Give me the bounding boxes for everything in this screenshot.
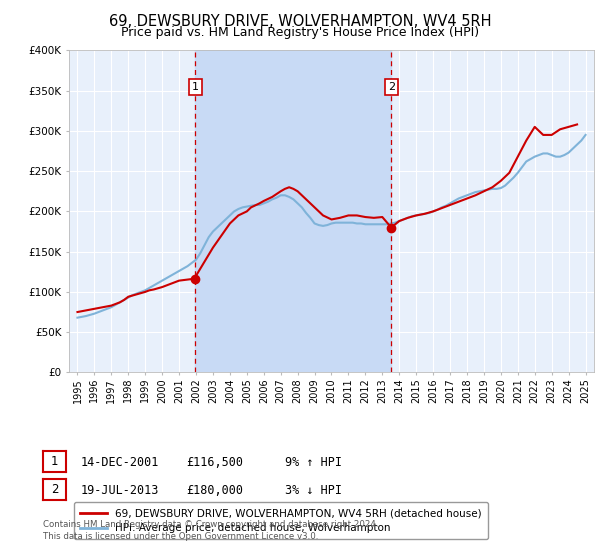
Text: £180,000: £180,000 <box>186 483 243 497</box>
Text: £116,500: £116,500 <box>186 455 243 469</box>
Text: 3% ↓ HPI: 3% ↓ HPI <box>285 483 342 497</box>
Text: 9% ↑ HPI: 9% ↑ HPI <box>285 455 342 469</box>
Text: 1: 1 <box>51 455 58 468</box>
Text: 2: 2 <box>388 82 395 92</box>
Text: Contains HM Land Registry data © Crown copyright and database right 2024.
This d: Contains HM Land Registry data © Crown c… <box>43 520 379 541</box>
Bar <box>195 50 391 372</box>
Text: Price paid vs. HM Land Registry's House Price Index (HPI): Price paid vs. HM Land Registry's House … <box>121 26 479 39</box>
Text: 19-JUL-2013: 19-JUL-2013 <box>81 483 160 497</box>
Legend: 69, DEWSBURY DRIVE, WOLVERHAMPTON, WV4 5RH (detached house), HPI: Average price,: 69, DEWSBURY DRIVE, WOLVERHAMPTON, WV4 5… <box>74 502 488 539</box>
Text: 69, DEWSBURY DRIVE, WOLVERHAMPTON, WV4 5RH: 69, DEWSBURY DRIVE, WOLVERHAMPTON, WV4 5… <box>109 14 491 29</box>
Text: 2: 2 <box>51 483 58 496</box>
Text: 1: 1 <box>191 82 199 92</box>
Text: 14-DEC-2001: 14-DEC-2001 <box>81 455 160 469</box>
